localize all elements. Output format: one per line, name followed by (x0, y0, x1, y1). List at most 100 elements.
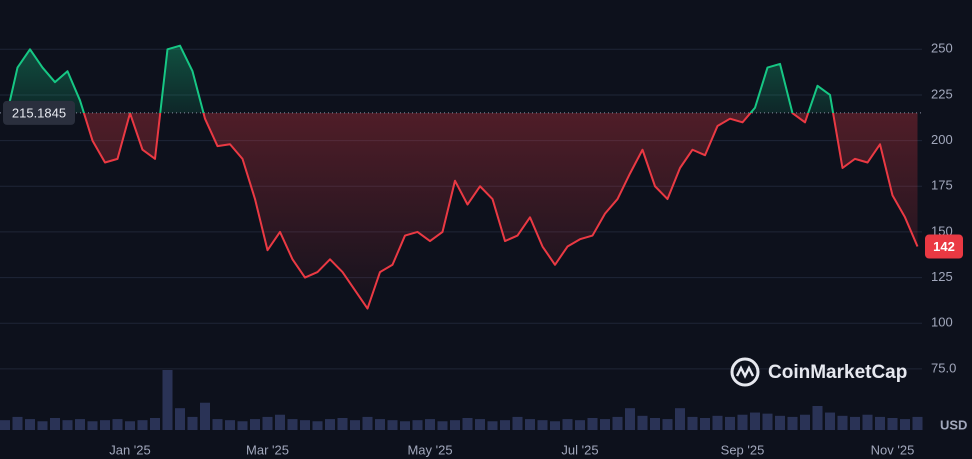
volume-bar (587, 418, 598, 430)
y-tick-label: 225 (931, 86, 953, 101)
volume-bar (887, 418, 898, 430)
volume-bar (800, 414, 810, 430)
volume-bar (75, 419, 85, 430)
volume-bar (187, 416, 198, 430)
x-tick-label: Jul '25 (561, 442, 598, 457)
volume-bar (712, 415, 723, 430)
x-tick-label: Sep '25 (721, 442, 765, 457)
volume-bar (525, 419, 535, 430)
x-tick-label: May '25 (407, 442, 452, 457)
volume-bar (287, 419, 298, 430)
volume-bar (125, 421, 135, 430)
volume-bar (112, 419, 123, 430)
watermark-text: CoinMarketCap (768, 362, 907, 383)
watermark: CoinMarketCap (730, 357, 907, 387)
volume-bar (350, 420, 360, 430)
volume-bar (412, 420, 423, 430)
volume-bar (237, 421, 248, 430)
logo (730, 357, 760, 387)
y-tick-label: 125 (931, 269, 953, 284)
price-label: 142 (933, 239, 955, 254)
volume-bar (737, 414, 748, 430)
volume-bar (425, 419, 435, 430)
volume-bar (475, 419, 485, 430)
volume-bar (437, 421, 448, 430)
volume-bar (575, 420, 585, 430)
volume-bar (312, 421, 323, 430)
y-tick-label: 250 (931, 41, 953, 56)
volume-bar (450, 420, 460, 430)
volume-bar (262, 416, 273, 430)
volume-bar (812, 406, 823, 430)
price-line (4, 44, 919, 310)
volume-bar (337, 418, 348, 430)
volume-bar (675, 408, 685, 430)
y-tick-label: 100 (931, 315, 953, 330)
volume (0, 370, 923, 430)
volume-bar (362, 416, 373, 430)
volume-bar (375, 419, 385, 430)
volume-bar (500, 420, 510, 430)
y-tick-label: 175 (931, 178, 953, 193)
volume-bar (250, 419, 260, 430)
volume-bar (175, 408, 185, 430)
volume-bar (837, 415, 848, 430)
volume-bar (512, 416, 523, 430)
volume-bar (912, 416, 923, 430)
volume-bar (387, 420, 398, 430)
volume-bar (50, 418, 60, 430)
volume-bar (550, 421, 560, 430)
volume-bar (637, 415, 648, 430)
baseline-badge (3, 100, 75, 125)
volume-bar (275, 414, 285, 430)
volume-bar (787, 416, 798, 430)
volume-bar (625, 408, 635, 430)
volume-bar (325, 419, 335, 430)
y-tick-label: 200 (931, 132, 953, 147)
volume-bar (862, 414, 873, 430)
volume-bar (762, 413, 773, 430)
volume-bar (212, 419, 223, 430)
volume-bar (487, 421, 498, 430)
volume-bar (162, 370, 173, 430)
volume-bar (875, 416, 885, 430)
area (5, 45, 918, 309)
price-badge (925, 234, 963, 259)
volume-bar (87, 421, 98, 430)
volume-bar (300, 420, 310, 430)
volume-bar (100, 420, 110, 430)
volume-bar (400, 421, 410, 430)
volume-bar (725, 416, 735, 430)
logo-mark (735, 365, 755, 379)
volume-bar (600, 419, 610, 430)
volume-bar (62, 420, 73, 430)
volume-bar (900, 419, 910, 430)
volume-bar (825, 412, 835, 430)
x-tick-label: Jan '25 (109, 442, 151, 457)
plot (0, 44, 922, 310)
x-tick-label: Nov '25 (871, 442, 915, 457)
baseline-label: 215.1845 (12, 105, 66, 120)
volume-bar (850, 416, 860, 430)
volume-bar (562, 419, 573, 430)
y-tick-label: 75.0 (931, 360, 956, 375)
volume-bar (150, 418, 160, 430)
volume-bar (12, 416, 23, 430)
volume-bar (687, 416, 698, 430)
volume-bar (0, 420, 10, 430)
volume-bar (25, 419, 35, 430)
volume-bar (612, 416, 623, 430)
volume-bar (700, 418, 710, 430)
volume-bar (650, 418, 660, 430)
volume-bar (137, 420, 148, 430)
volume-bar (37, 421, 48, 430)
volume-bar (200, 402, 210, 430)
volume-bar (750, 412, 760, 430)
volume-bar (662, 419, 673, 430)
x-tick-label: Mar '25 (246, 442, 289, 457)
currency: USD (940, 417, 967, 432)
volume-bar (775, 415, 785, 430)
volume-bar (537, 420, 548, 430)
